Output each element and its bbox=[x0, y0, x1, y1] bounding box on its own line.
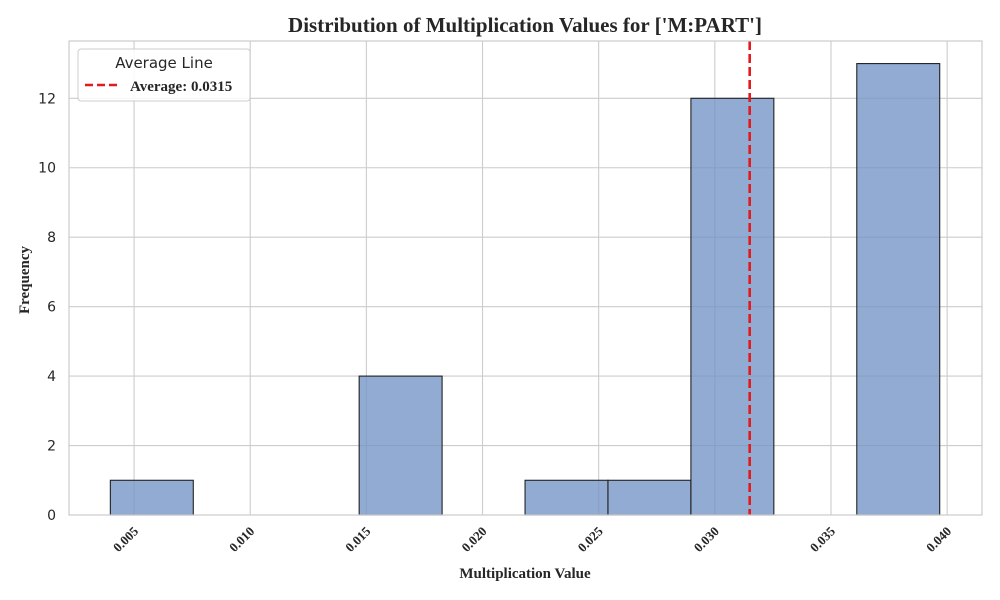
x-tick-label: 0.035 bbox=[807, 523, 839, 555]
legend-title: Average Line bbox=[115, 54, 213, 72]
x-tick-label: 0.015 bbox=[342, 523, 374, 555]
y-tick-label: 8 bbox=[47, 230, 56, 246]
y-tick-label: 4 bbox=[47, 369, 56, 385]
y-tick-label: 0 bbox=[47, 508, 56, 524]
y-tick-label: 12 bbox=[38, 91, 56, 107]
x-tick-label: 0.025 bbox=[575, 523, 607, 555]
x-axis-label: Multiplication Value bbox=[459, 566, 591, 582]
x-tick-label: 0.020 bbox=[458, 524, 489, 555]
y-tick-label: 6 bbox=[47, 300, 56, 316]
x-tick-label: 0.030 bbox=[691, 524, 722, 555]
histogram-bar bbox=[109, 479, 194, 516]
histogram-bar bbox=[524, 479, 609, 516]
histogram-bars bbox=[109, 63, 941, 516]
legend-box bbox=[77, 48, 251, 102]
chart-title: Distribution of Multiplication Values fo… bbox=[288, 13, 762, 37]
histogram-bar bbox=[856, 63, 941, 516]
y-axis-ticks: 0 2 4 6 8 10 12 bbox=[38, 91, 56, 524]
histogram-bar bbox=[607, 479, 692, 516]
grid bbox=[69, 41, 982, 516]
plot-frame bbox=[68, 40, 983, 516]
x-tick-label: 0.040 bbox=[923, 524, 954, 555]
legend-average-entry: Average: 0.0315 bbox=[130, 79, 232, 95]
y-tick-label: 2 bbox=[47, 439, 56, 455]
histogram-bar bbox=[358, 375, 443, 516]
y-tick-label: 10 bbox=[38, 161, 56, 177]
histogram-bar bbox=[690, 97, 775, 516]
x-tick-label: 0.010 bbox=[226, 524, 257, 555]
y-axis-label: Frequency bbox=[17, 245, 33, 314]
legend: Average Line Average: 0.0315 bbox=[77, 48, 251, 102]
x-axis-ticks: 0.005 0.010 0.015 0.020 0.025 0.030 0.035 0.040 bbox=[110, 523, 954, 555]
x-tick-label: 0.005 bbox=[110, 523, 142, 555]
